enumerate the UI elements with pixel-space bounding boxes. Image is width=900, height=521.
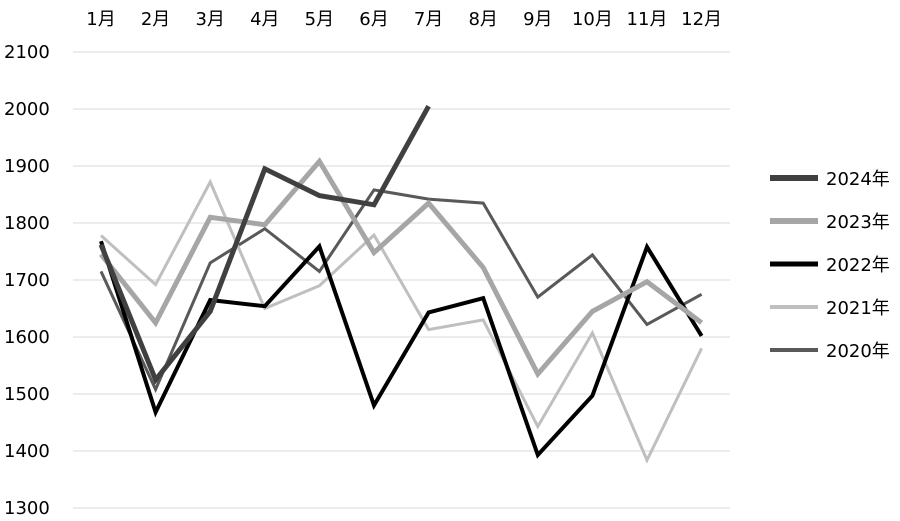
x-tick-label: 4月 bbox=[250, 9, 279, 30]
x-tick-label: 3月 bbox=[195, 9, 224, 30]
y-tick-label: 1400 bbox=[4, 441, 50, 462]
y-tick-label: 2100 bbox=[4, 42, 50, 63]
y-tick-label: 2000 bbox=[4, 99, 50, 120]
legend-label: 2024年 bbox=[826, 169, 890, 190]
series-line-2020 bbox=[99, 188, 703, 394]
series-line-2023 bbox=[99, 157, 704, 379]
series-lines bbox=[98, 104, 704, 464]
x-tick-label: 8月 bbox=[468, 9, 497, 30]
legend: 2024年 2023年 2022年 2021年 2020年 bbox=[770, 169, 890, 362]
y-tick-label: 1500 bbox=[4, 384, 50, 405]
x-tick-label: 9月 bbox=[523, 9, 552, 30]
x-tick-label: 5月 bbox=[305, 9, 334, 30]
x-tick-label: 2月 bbox=[141, 9, 170, 30]
series-line-2022 bbox=[99, 240, 704, 459]
y-axis-tick-labels: 1300 1400 1500 1600 1700 1800 1900 2000 2100 bbox=[4, 42, 50, 519]
x-tick-label: 11月 bbox=[627, 9, 668, 30]
x-axis-tick-labels: 1月 2月 3月 4月 5月 6月 7月 8月 9月 10月 11月 12月 bbox=[86, 9, 722, 30]
y-tick-label: 1300 bbox=[4, 498, 50, 519]
legend-label: 2023年 bbox=[826, 212, 890, 233]
x-tick-label: 12月 bbox=[681, 9, 722, 30]
legend-label: 2021年 bbox=[826, 298, 890, 319]
series-line-2021 bbox=[99, 178, 703, 464]
x-tick-label: 1月 bbox=[86, 9, 115, 30]
series-line-2024 bbox=[98, 104, 431, 385]
y-tick-label: 1600 bbox=[4, 327, 50, 348]
x-tick-label: 10月 bbox=[572, 9, 613, 30]
y-tick-label: 1900 bbox=[4, 156, 50, 177]
legend-label: 2022年 bbox=[826, 255, 890, 276]
x-tick-label: 7月 bbox=[414, 9, 443, 30]
y-tick-label: 1800 bbox=[4, 213, 50, 234]
x-tick-label: 6月 bbox=[359, 9, 388, 30]
y-tick-label: 1700 bbox=[4, 270, 50, 291]
legend-label: 2020年 bbox=[826, 341, 890, 362]
